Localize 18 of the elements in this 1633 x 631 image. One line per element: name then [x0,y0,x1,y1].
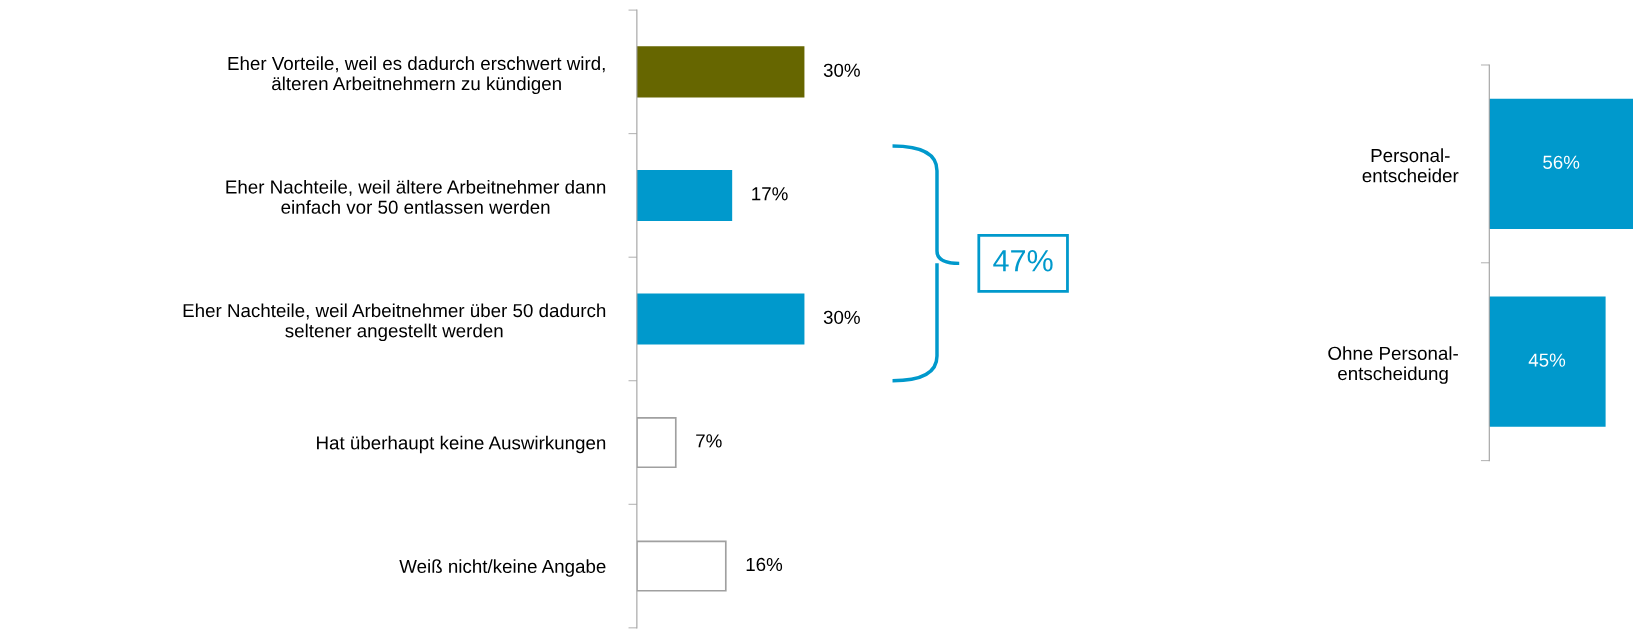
bar [636,169,733,221]
data-label: 7% [696,434,722,448]
y-tick-label: Ohne Personal- entscheidung [1328,346,1458,384]
y-tick-label: Hat überhaupt keine Auswirkungen [317,435,606,454]
y-tick-label: Weiß nicht/keine Angabe [399,559,606,577]
data-label: 30% [823,63,860,77]
data-label: 56% [1543,155,1580,169]
y-tick-label: Eher Vorteile, weil es dadurch erschwert wird, älteren Arbeitnehmern zu kündigen [228,56,605,95]
bar [636,46,805,98]
text: 47% [993,250,1053,272]
bar [636,293,805,345]
y-tick-label: Eher Nachteile, weil ältere Arbeitnehmer dann einfach vor 50 entlassen werden [226,179,606,214]
data-label: 17% [752,187,788,201]
data-label: 45% [1528,353,1566,367]
y-tick-label: Personal- entscheider [1362,148,1459,183]
data-label: 16% [746,557,783,572]
y-tick-label: Eher Nachteile, weil Arbeitnehmer über 50 dadurch seltener angestellt werden [183,303,606,342]
data-label: 30% [823,310,860,324]
